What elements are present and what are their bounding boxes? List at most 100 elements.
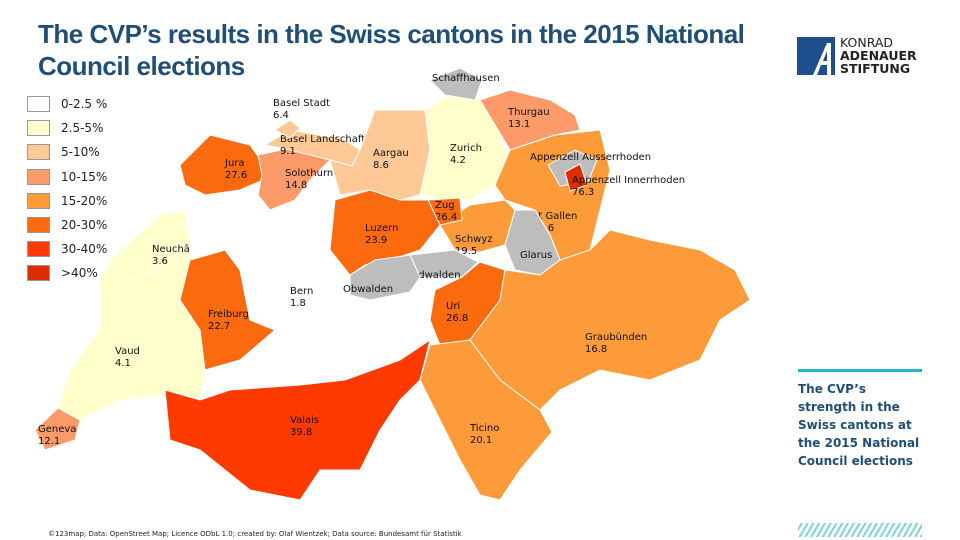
canton-shape [189, 199, 432, 386]
canton-shape [349, 254, 421, 301]
canton-name: Ticino [469, 423, 499, 434]
legend: 0-2.5 % 2.5-5% 5-10% 10-15% 15-20% 20-30% 30-4… [27, 92, 107, 286]
legend-label: >40% [61, 266, 98, 281]
canton-name: Schaffhausen [432, 73, 500, 84]
canton-name: Valais [290, 415, 319, 426]
legend-label: 5-10% [61, 145, 100, 160]
legend-swatch [27, 144, 50, 161]
canton-name: Geneva [38, 424, 76, 435]
canton-name: Basel Stadt [273, 98, 330, 109]
source-credit: ©123map; Data: OpenStreet Map; Licence O… [48, 530, 462, 538]
canton-shape [329, 189, 441, 276]
kas-logo-mark-icon [797, 36, 835, 75]
canton-shape [419, 339, 553, 501]
decorative-hatch [798, 523, 922, 537]
legend-label: 10-15% [61, 169, 108, 184]
canton-name: Freiburg [208, 309, 249, 320]
canton-value: 19.5 [455, 246, 477, 257]
logo-line: STIFTUNG [840, 61, 911, 76]
legend-item: 0-2.5 % [27, 92, 107, 116]
legend-item: 20-30% [27, 213, 107, 237]
canton-value: 16.8 [585, 344, 607, 355]
canton-name: Uri [446, 301, 460, 312]
legend-label: 20-30% [61, 218, 108, 233]
canton-name: Glarus [520, 250, 552, 261]
legend-label: 2.5-5% [61, 121, 104, 136]
canton-value: 26.8 [446, 313, 468, 324]
canton-name: Graubünden [585, 332, 647, 343]
page-title: The CVP’s results in the Swiss cantons i… [38, 19, 745, 81]
canton-shape [34, 407, 81, 451]
canton-value: 3.6 [152, 256, 168, 267]
legend-swatch [27, 265, 50, 282]
canton-name: Bern [290, 286, 313, 297]
canton-value: 6.4 [273, 110, 289, 121]
canton-value: 9.1 [280, 146, 296, 157]
canton-name: Basel Landschaft [280, 134, 365, 145]
legend-swatch [27, 120, 50, 137]
canton-value: 20.1 [470, 435, 492, 446]
canton-name: Obwalden [343, 284, 393, 295]
canton-value: 8.6 [373, 160, 389, 171]
canton-name: Solothurn [285, 168, 333, 179]
canton-name: Jura [224, 158, 245, 169]
side-caption: The CVP’s strength in the Swiss cantons … [798, 369, 922, 470]
canton-value: 12.1 [38, 436, 60, 447]
canton-schaffhausen: Schaffhausen [429, 67, 500, 101]
legend-item: 5-10% [27, 140, 107, 164]
canton-name: Appenzell Ausserrhoden [530, 152, 651, 163]
legend-swatch [27, 96, 50, 113]
canton-name: Zug [435, 200, 455, 211]
legend-swatch [27, 168, 50, 185]
canton-value: 27.6 [225, 170, 247, 181]
legend-item: 10-15% [27, 165, 107, 189]
canton-value: 23.9 [365, 235, 387, 246]
canton-value: 1.8 [290, 298, 306, 309]
side-caption-text: The CVP’s strength in the Swiss cantons … [798, 382, 920, 468]
canton-name: Nidwalden [408, 270, 461, 281]
legend-item: 15-20% [27, 189, 107, 213]
legend-swatch [27, 192, 50, 209]
canton-value: 76.3 [572, 187, 594, 198]
logo-line: ADENAUER [840, 48, 917, 63]
legend-item: 2.5-5% [27, 116, 107, 140]
canton-value: 13.1 [508, 119, 530, 130]
canton-value: 4.2 [450, 155, 466, 166]
canton-value: 22.7 [208, 321, 230, 332]
legend-item: >40% [27, 261, 107, 285]
legend-item: 30-40% [27, 237, 107, 261]
accent-bar [798, 369, 922, 372]
canton-obwalden: Obwalden [343, 254, 421, 301]
legend-swatch [27, 241, 50, 258]
canton-name: St Gallen [532, 211, 577, 222]
canton-name: Thurgau [507, 107, 550, 118]
canton-value: 14.8 [285, 180, 307, 191]
canton-shape [164, 338, 431, 501]
canton-name: Vaud [115, 346, 140, 357]
legend-label: 15-20% [61, 193, 108, 208]
canton-shape [274, 119, 301, 139]
canton-name: Luzern [365, 223, 398, 234]
canton-name: Zurich [450, 143, 482, 154]
logo-line: KONRAD [840, 35, 894, 50]
canton-name: Appenzell Innerrhoden [572, 175, 685, 186]
canton-name: Schwyz [455, 234, 493, 245]
legend-swatch [27, 217, 50, 234]
kas-logo: KONRAD ADENAUER STIFTUNG [797, 36, 917, 75]
legend-label: 30-40% [61, 242, 108, 257]
canton-shape [564, 163, 588, 192]
canton-value: 39.8 [290, 427, 312, 438]
canton-value: 4.1 [115, 358, 131, 369]
canton-name: Aargau [373, 148, 409, 159]
canton-shape [429, 67, 483, 101]
